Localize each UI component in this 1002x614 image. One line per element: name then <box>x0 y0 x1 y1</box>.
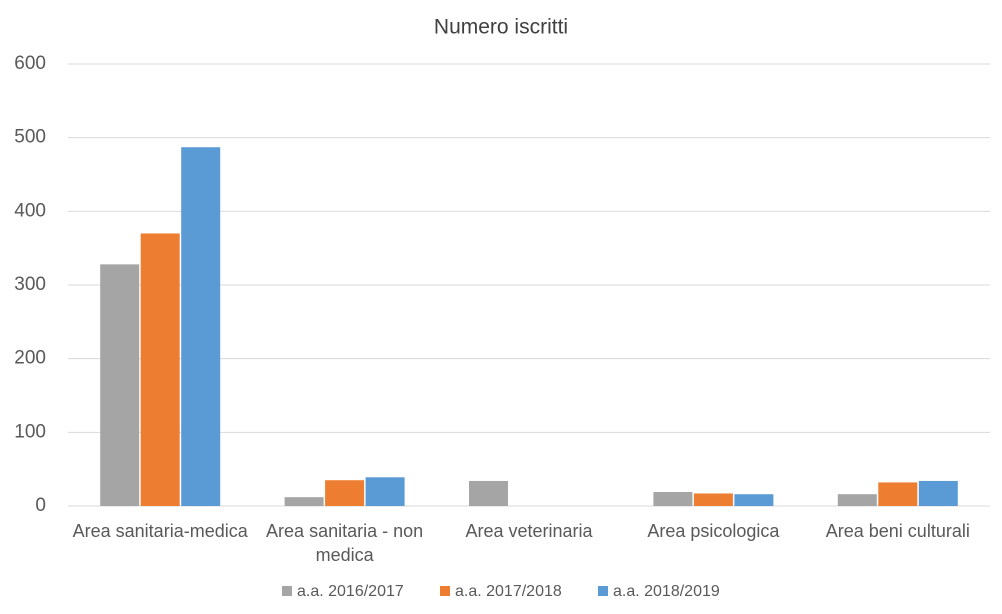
legend-swatch <box>282 586 292 596</box>
legend-label: a.a. 2018/2019 <box>613 583 720 600</box>
x-tick-label: Area sanitaria-medica <box>72 521 248 541</box>
bar <box>284 497 324 506</box>
legend-swatch <box>598 586 608 596</box>
bar <box>693 493 733 506</box>
y-tick-label: 100 <box>14 421 46 442</box>
bar <box>878 482 918 506</box>
bar <box>469 480 508 506</box>
chart-title: Numero iscritti <box>434 16 568 39</box>
legend-label: a.a. 2017/2018 <box>455 583 562 600</box>
x-tick-label: Area beni culturali <box>825 521 970 541</box>
bar <box>181 147 221 506</box>
legend-label: a.a. 2016/2017 <box>297 583 404 600</box>
legend-swatch <box>440 586 450 596</box>
bar <box>837 494 877 506</box>
y-tick-label: 600 <box>14 53 46 74</box>
y-tick-label: 200 <box>14 348 46 369</box>
x-tick-label: Area psicologica <box>647 521 780 541</box>
bar <box>653 492 693 506</box>
y-tick-label: 300 <box>14 274 46 295</box>
bar <box>365 477 405 506</box>
bar <box>918 480 958 506</box>
y-tick-label: 400 <box>14 200 46 221</box>
bar <box>734 494 774 506</box>
bar <box>325 480 365 506</box>
y-tick-label: 0 <box>35 495 46 516</box>
y-tick-label: 500 <box>14 127 46 148</box>
bar <box>100 264 140 506</box>
x-tick-label: Area veterinaria <box>465 521 593 541</box>
bar <box>140 233 180 506</box>
x-tick-label: Area sanitaria - non medica <box>266 521 424 565</box>
